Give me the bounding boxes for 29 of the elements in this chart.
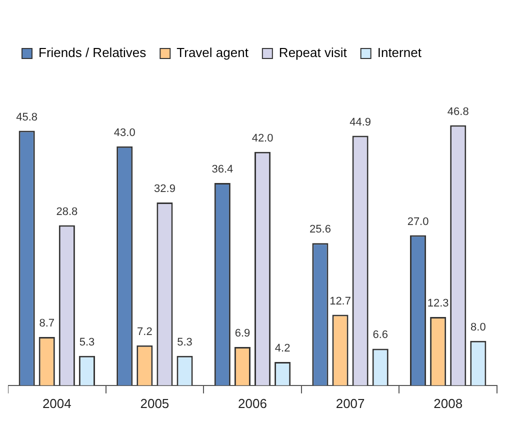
data-label: 12.7 xyxy=(330,295,351,308)
x-tick-label: 2007 xyxy=(336,396,365,411)
data-label: 8.7 xyxy=(39,318,55,330)
legend-label: Friends / Relatives xyxy=(38,45,147,60)
legend-label: Travel agent xyxy=(176,45,249,60)
legend-label: Internet xyxy=(377,45,422,60)
x-tick-label: 2006 xyxy=(238,396,267,411)
data-label: 5.3 xyxy=(177,336,192,348)
data-label: 46.8 xyxy=(447,106,469,118)
x-tick-label: 2008 xyxy=(434,396,463,411)
data-label: 44.9 xyxy=(350,116,372,128)
data-label: 12.3 xyxy=(427,298,449,310)
data-label: 25.6 xyxy=(310,224,331,236)
data-label: 8.0 xyxy=(470,321,486,334)
data-label: 6.9 xyxy=(234,328,250,340)
data-label: 27.0 xyxy=(407,216,429,228)
data-label: 32.9 xyxy=(154,183,176,196)
data-label: 43.0 xyxy=(114,126,136,139)
x-tick-label: 2005 xyxy=(140,396,170,411)
data-label: 45.8 xyxy=(16,111,38,124)
legend-label: Repeat visit xyxy=(278,45,348,60)
data-label: 6.6 xyxy=(372,329,388,342)
data-label: 28.8 xyxy=(56,206,78,218)
data-label: 4.2 xyxy=(274,342,290,355)
x-tick-label: 2004 xyxy=(42,396,72,411)
data-label: 7.2 xyxy=(137,326,152,338)
data-label: 42.0 xyxy=(252,132,274,144)
data-label: 36.4 xyxy=(212,164,234,176)
data-label: 5.3 xyxy=(79,336,95,348)
